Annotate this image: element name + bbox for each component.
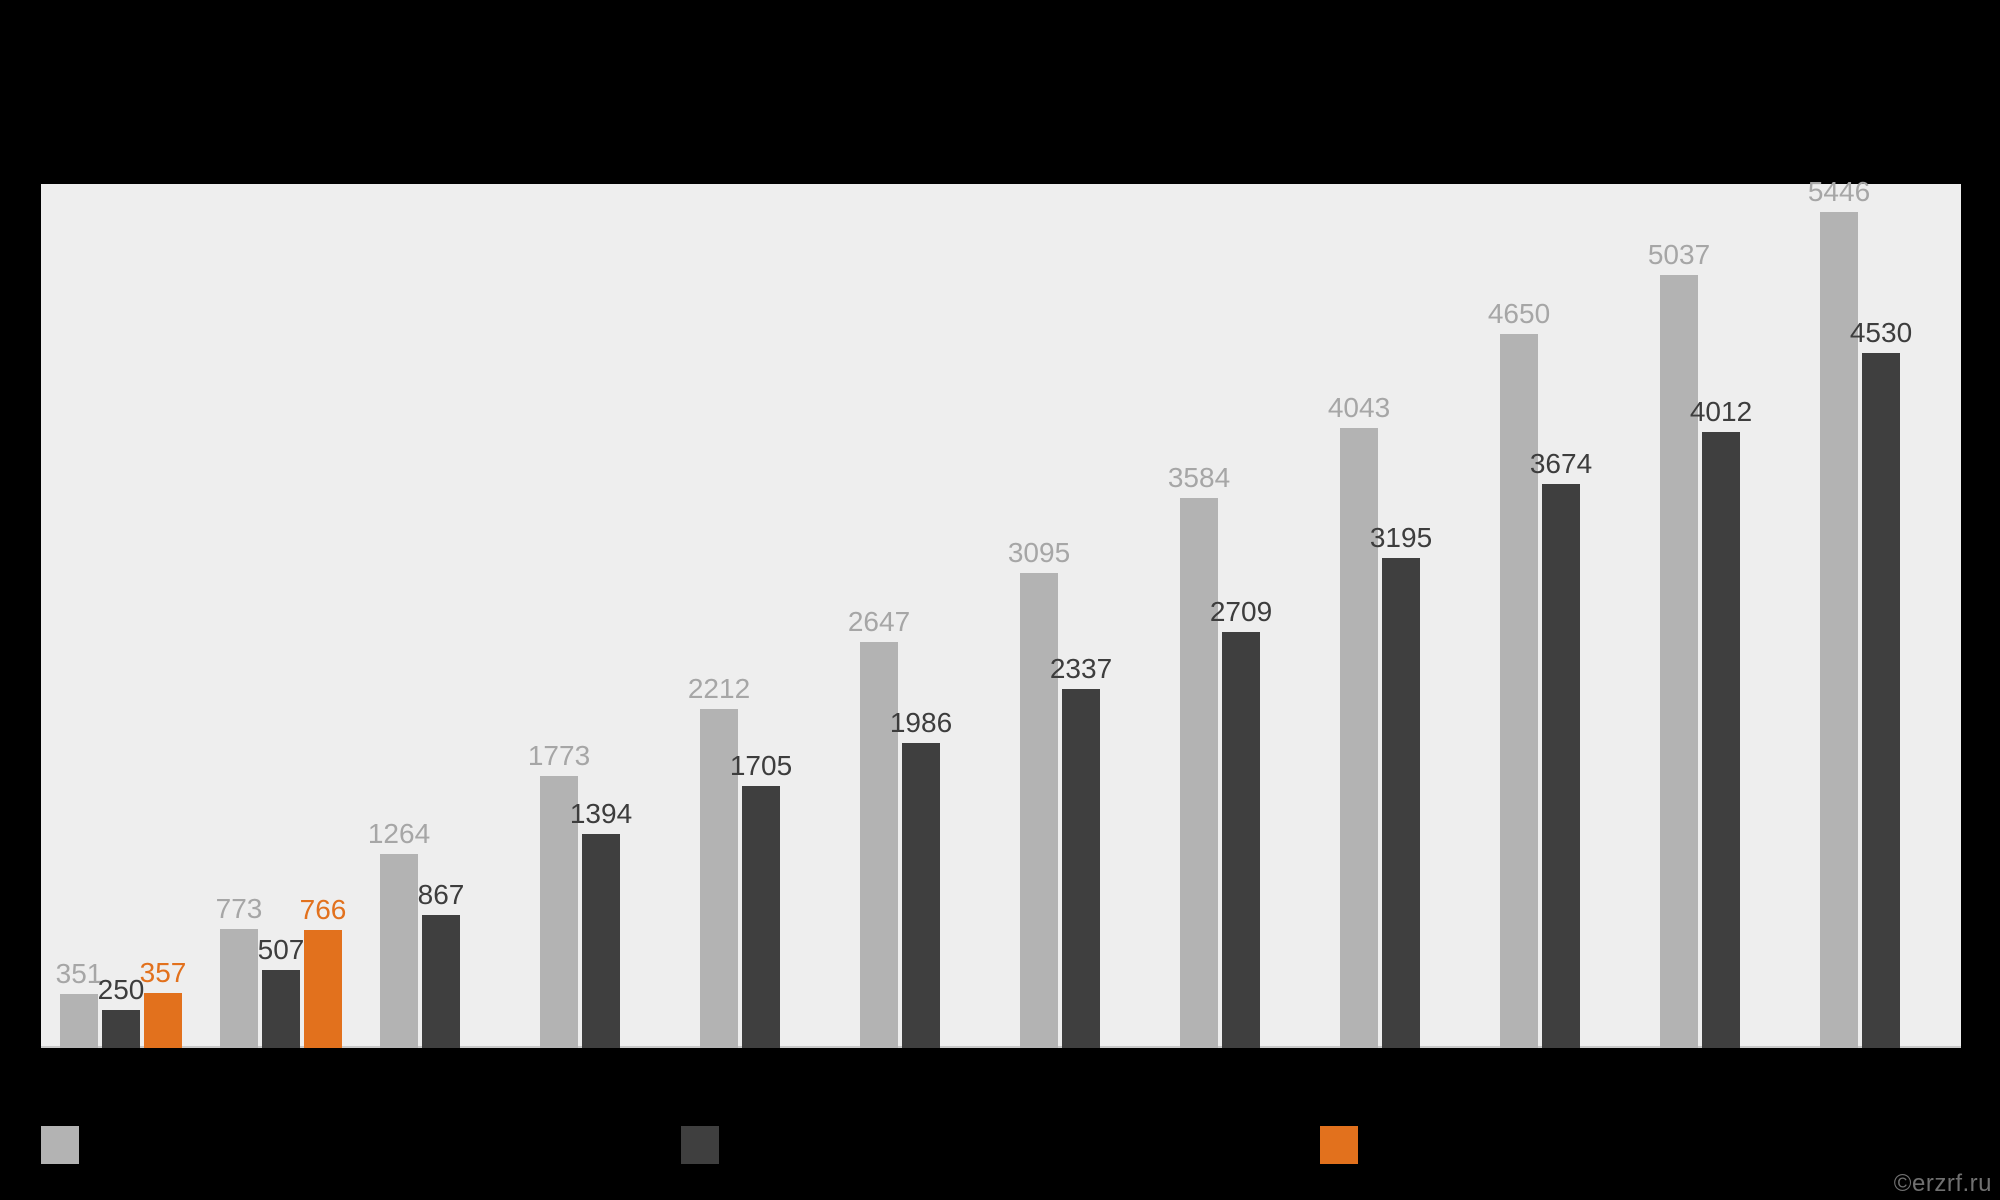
bar-series-gray[interactable] <box>1660 275 1698 1048</box>
bar-value-label: 4012 <box>1689 396 1753 427</box>
bar-series-dark[interactable] <box>1862 353 1900 1048</box>
bar-series-dark[interactable] <box>1542 484 1580 1048</box>
bar-value-label: 3095 <box>1007 537 1071 568</box>
bar-series-gray[interactable] <box>1180 498 1218 1048</box>
bar-series-dark[interactable] <box>902 743 940 1048</box>
bar-value-label: 4043 <box>1327 392 1391 423</box>
bar-value-label: 3195 <box>1369 522 1433 553</box>
bar-value-label: 1773 <box>527 740 591 771</box>
bar-value-label: 507 <box>257 934 305 965</box>
bar-value-label: 2647 <box>847 606 911 637</box>
bar-series-orange[interactable] <box>144 993 182 1048</box>
bar-value-label: 2212 <box>687 673 751 704</box>
bar-value-label: 5446 <box>1807 176 1871 207</box>
bar-series-dark[interactable] <box>742 786 780 1048</box>
bar-value-label: 4650 <box>1487 298 1551 329</box>
bar-value-label: 766 <box>299 894 347 925</box>
bar-series-gray[interactable] <box>1500 334 1538 1048</box>
bar-value-label: 4530 <box>1849 317 1913 348</box>
legend <box>0 1126 2000 1164</box>
legend-swatch-series-orange[interactable] <box>1320 1126 1358 1164</box>
bar-value-label: 2709 <box>1209 596 1273 627</box>
bar-series-gray[interactable] <box>220 929 258 1048</box>
bar-series-gray[interactable] <box>1020 573 1058 1048</box>
x-axis-baseline <box>41 1046 1961 1048</box>
bar-value-label: 357 <box>139 957 187 988</box>
legend-swatch-series-gray[interactable] <box>41 1126 79 1164</box>
bar-series-gray[interactable] <box>1340 428 1378 1048</box>
bar-series-dark[interactable] <box>262 970 300 1048</box>
bar-value-label: 2337 <box>1049 653 1113 684</box>
bar-series-dark[interactable] <box>422 915 460 1048</box>
bar-series-gray[interactable] <box>1820 212 1858 1048</box>
legend-swatch-series-dark[interactable] <box>681 1126 719 1164</box>
bar-value-label: 1705 <box>729 750 793 781</box>
bar-series-orange[interactable] <box>304 930 342 1048</box>
bar-value-label: 5037 <box>1647 239 1711 270</box>
bar-series-gray[interactable] <box>860 642 898 1048</box>
bar-value-label: 773 <box>215 893 263 924</box>
bar-series-gray[interactable] <box>60 994 98 1048</box>
bar-value-label: 250 <box>97 974 145 1005</box>
bar-value-label: 867 <box>417 879 465 910</box>
bar-value-label: 1986 <box>889 707 953 738</box>
bar-value-label: 1264 <box>367 818 431 849</box>
bar-series-dark[interactable] <box>1702 432 1740 1048</box>
bar-series-dark[interactable] <box>582 834 620 1048</box>
bar-series-dark[interactable] <box>102 1010 140 1048</box>
bar-series-gray[interactable] <box>540 776 578 1048</box>
plot-area: 351 250 357 773 507 766 1264 867 1773 1394 2212 170… <box>41 178 1961 1048</box>
bar-series-dark[interactable] <box>1382 558 1420 1048</box>
bar-series-gray[interactable] <box>380 854 418 1048</box>
bar-value-label: 351 <box>55 958 103 989</box>
bar-value-label: 3584 <box>1167 462 1231 493</box>
bar-series-dark[interactable] <box>1062 689 1100 1048</box>
bar-series-gray[interactable] <box>700 709 738 1048</box>
watermark: ©erzrf.ru <box>1893 1170 1992 1197</box>
bar-value-label: 1394 <box>569 798 633 829</box>
bar-series-dark[interactable] <box>1222 632 1260 1048</box>
bar-value-label: 3674 <box>1529 448 1593 479</box>
